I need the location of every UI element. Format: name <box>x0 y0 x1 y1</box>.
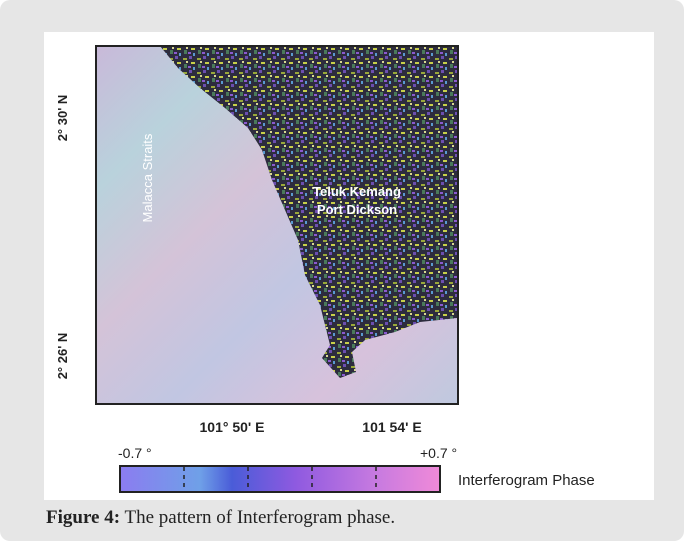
lon-label: 101 54' E <box>362 419 421 435</box>
colorbar-min: -0.7 ° <box>118 445 152 461</box>
caption-text: The pattern of Interferogram phase. <box>124 507 395 528</box>
place-label: Port Dickson <box>317 202 397 217</box>
lon-label: 101° 50' E <box>200 419 265 435</box>
colorbar-max: +0.7 ° <box>420 445 457 461</box>
colorbar-title: Interferogram Phase <box>458 472 595 489</box>
place-label: Teluk Kemang <box>313 184 401 199</box>
colorbar <box>120 466 440 492</box>
caption-label: Figure 4: <box>46 507 120 528</box>
lat-label: 2° 26' N <box>55 333 70 380</box>
lat-label: 2° 30' N <box>55 95 70 142</box>
sea-label: Malacca Straits <box>140 133 155 222</box>
page: {"figure": { "lat_labels": ["2° 30' N", … <box>0 0 684 541</box>
caption: Figure 4: The pattern of Interferogram p… <box>46 507 395 529</box>
figure: Malacca Straits Teluk Kemang Port Dickso… <box>0 0 684 541</box>
